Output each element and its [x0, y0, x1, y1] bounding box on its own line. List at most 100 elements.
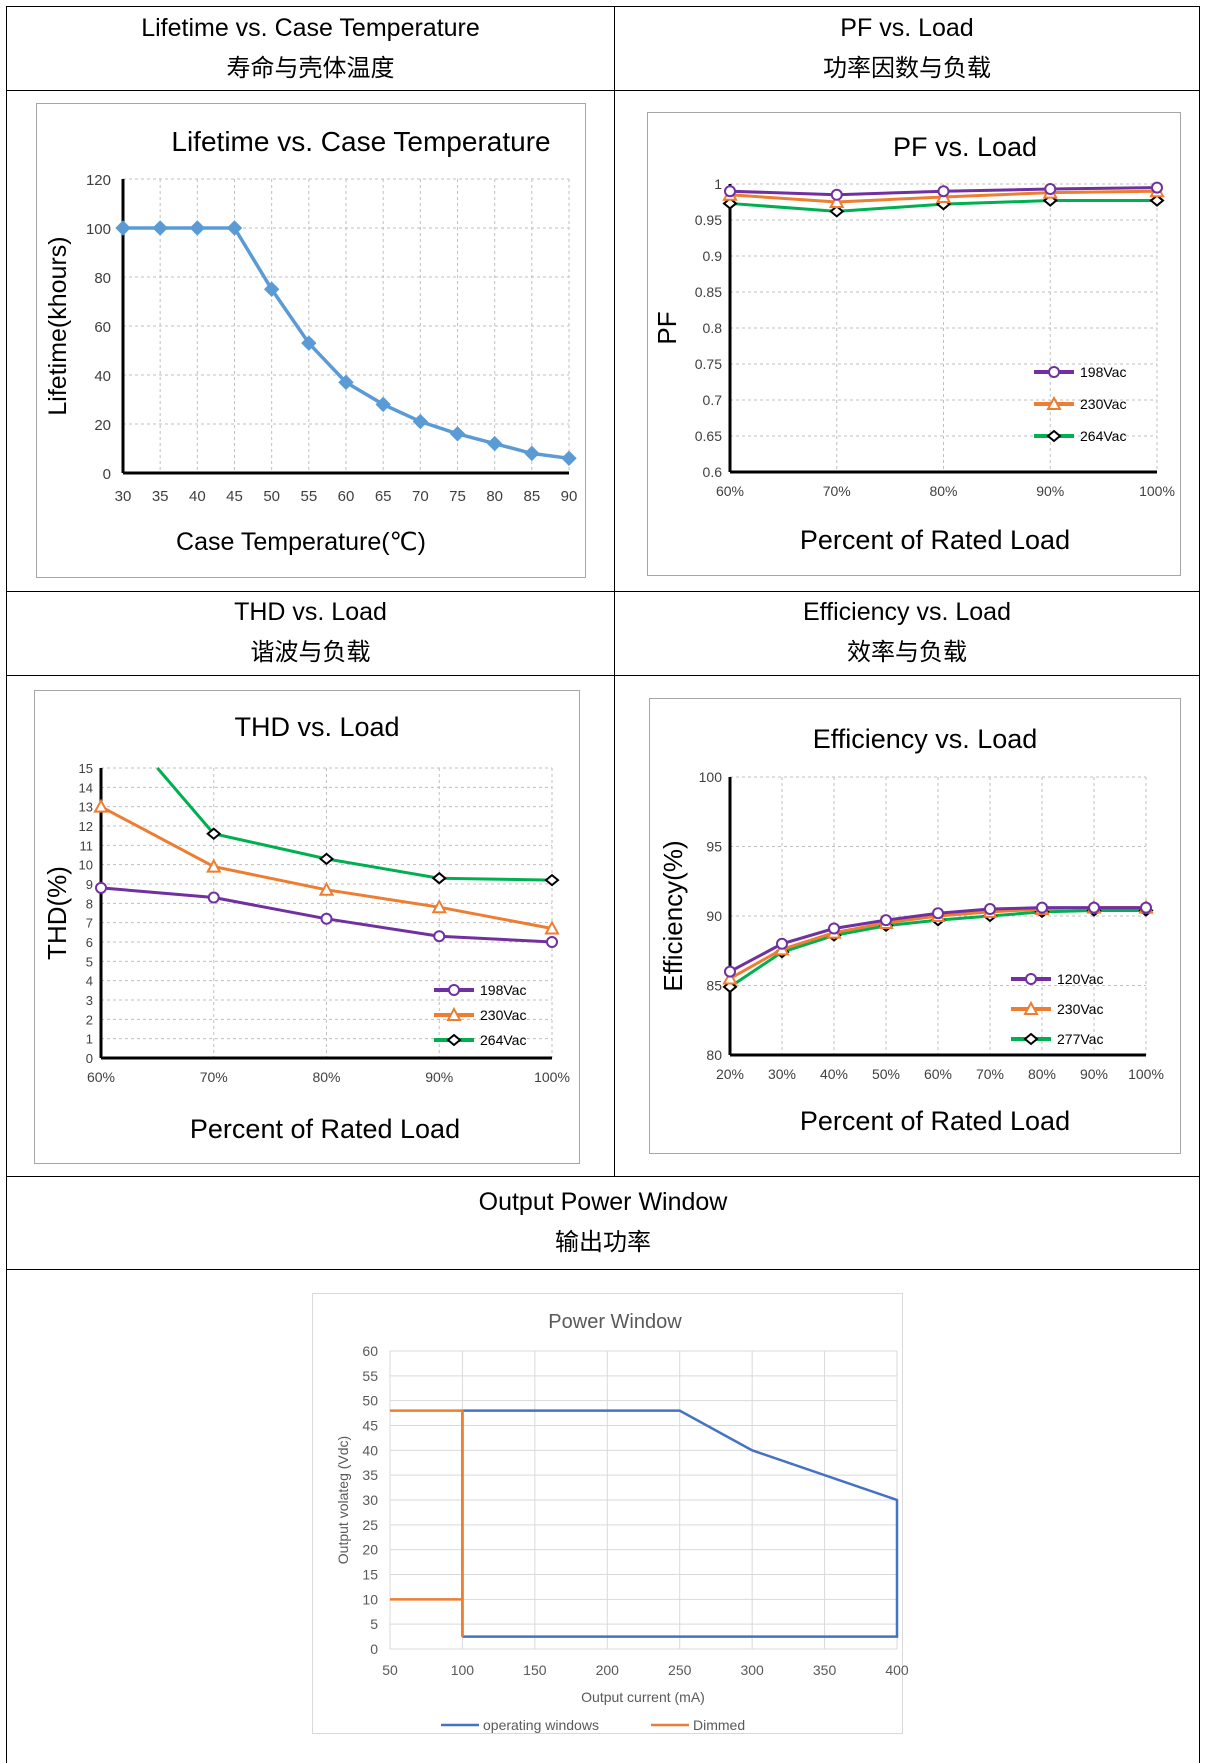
eff-header: Efficiency vs. Load 效率与负载	[615, 592, 1199, 672]
chart-frame	[649, 698, 1181, 1154]
pf-header: PF vs. Load 功率因数与负载	[615, 8, 1199, 88]
data-point-198Vac	[1151, 181, 1163, 194]
legend-marker-230Vac	[1023, 1000, 1039, 1015]
data-point-264Vac	[1149, 194, 1165, 207]
x-axis-title: Percent of Rated Load	[190, 1114, 460, 1144]
x-tick-label: 60%	[87, 1069, 115, 1085]
thd-title-cn: 谐波与负载	[250, 638, 371, 666]
y-tick-label: 1	[714, 176, 722, 192]
y-tick-label: 4	[86, 974, 93, 989]
data-point	[115, 220, 131, 236]
y-tick-label: 55	[362, 1368, 378, 1384]
legend-marker-230Vac	[446, 1006, 462, 1021]
data-point-120Vac	[828, 922, 840, 935]
y-tick-label: 3	[86, 993, 93, 1008]
x-tick-label: 45	[226, 488, 243, 505]
y-tick-label: 85	[706, 978, 722, 994]
y-tick-label: 2	[86, 1012, 93, 1027]
thd-title-en: THD vs. Load	[234, 598, 387, 626]
y-axis-title: Efficiency(%)	[658, 840, 688, 991]
y-tick-label: 0	[86, 1051, 93, 1066]
y-tick-label: 25	[362, 1517, 378, 1533]
x-axis-title: Percent of Rated Load	[800, 525, 1070, 555]
chart-title: PF vs. Load	[893, 132, 1037, 162]
y-tick-label: 6	[86, 935, 93, 950]
legend-label-198Vac: 198Vac	[480, 982, 526, 998]
x-axis-title: Output current (mA)	[581, 1689, 705, 1705]
data-point-198Vac	[433, 930, 446, 943]
data-point-230Vac	[318, 881, 335, 896]
x-tick-label: 80	[486, 488, 503, 505]
eff-title-cn: 效率与负载	[847, 638, 967, 666]
data-point-264Vac	[431, 871, 447, 885]
x-tick-label: 65	[375, 488, 392, 505]
data-point	[226, 220, 243, 236]
x-tick-label: 60%	[716, 483, 744, 499]
y-tick-label: 0	[103, 466, 111, 483]
pf-chart: 0.6 0.65 0.7 0.75 0.8 0.85 0.9 0.95 1 60% 70% 80% 90…	[647, 112, 1181, 576]
data-point	[189, 220, 206, 236]
x-axis-title: Percent of Rated Load	[800, 1106, 1070, 1136]
legend-label-230Vac: 230Vac	[480, 1007, 526, 1023]
x-tick-label: 80%	[929, 483, 957, 499]
legend-label-264Vac: 264Vac	[480, 1032, 526, 1048]
y-tick-label: 0.9	[703, 248, 723, 264]
legend-label-277Vac: 277Vac	[1057, 1031, 1103, 1047]
data-point	[486, 435, 503, 452]
y-axis-title: Lifetime(khours)	[44, 236, 72, 415]
data-point-198Vac	[320, 912, 333, 925]
y-tick-label: 0.6	[703, 464, 723, 480]
data-point	[263, 281, 280, 297]
y-tick-label: 0	[370, 1641, 378, 1657]
y-tick-label: 95	[706, 839, 722, 855]
data-point-230Vac	[722, 970, 738, 985]
lifetime-title-en: Lifetime vs. Case Temperature	[141, 14, 480, 42]
y-tick-label: 100	[699, 769, 723, 785]
legend-label-operating windows: operating windows	[483, 1717, 599, 1733]
y-tick-label: 7	[86, 916, 93, 931]
x-tick-label: 70%	[823, 483, 851, 499]
data-point	[561, 450, 577, 467]
legend-marker-264Vac	[446, 1033, 462, 1047]
x-tick-label: 20%	[716, 1066, 744, 1082]
y-tick-label: 13	[79, 800, 93, 815]
y-tick-label: 0.95	[695, 212, 722, 228]
data-point-120Vac	[724, 965, 736, 978]
power-chart: 0 5 10 15 20 25 30 35 40 45 50 55 60 50 100 150 200 250 30…	[312, 1293, 909, 1734]
thd-header: THD vs. Load 谐波与负载	[7, 592, 614, 672]
y-tick-label: 20	[94, 417, 111, 434]
legend-marker-198Vac	[448, 984, 460, 996]
chart-title: THD vs. Load	[234, 712, 399, 742]
y-tick-label: 0.8	[703, 320, 723, 336]
y-tick-label: 1	[86, 1032, 93, 1047]
data-point-230Vac	[206, 858, 222, 873]
pf-title-en: PF vs. Load	[840, 14, 974, 42]
y-tick-label: 11	[80, 838, 94, 853]
data-point	[338, 374, 354, 391]
x-tick-label: 85	[523, 488, 540, 505]
data-point-264Vac	[318, 852, 335, 866]
y-tick-label: 80	[94, 270, 111, 287]
data-point-264Vac	[829, 205, 845, 218]
data-point	[301, 335, 317, 351]
y-tick-label: 15	[79, 761, 93, 776]
x-tick-label: 50%	[872, 1066, 900, 1082]
x-tick-label: 200	[596, 1662, 620, 1678]
y-tick-label: 60	[362, 1343, 378, 1359]
x-tick-label: 100%	[534, 1069, 570, 1085]
data-point-120Vac	[1088, 901, 1100, 914]
y-tick-label: 8	[86, 896, 93, 911]
x-tick-label: 90%	[1036, 483, 1064, 499]
x-tick-label: 70%	[976, 1066, 1004, 1082]
y-tick-label: 10	[362, 1591, 378, 1607]
legend-marker-198Vac	[1048, 366, 1060, 378]
data-point-198Vac	[937, 185, 950, 198]
chart-title: Lifetime vs. Case Temperature	[171, 126, 550, 157]
lifetime-header: Lifetime vs. Case Temperature 寿命与壳体温度	[7, 8, 614, 88]
y-tick-label: 12	[79, 819, 93, 834]
x-tick-label: 80%	[1028, 1066, 1056, 1082]
y-tick-label: 5	[86, 954, 93, 969]
x-tick-label: 100	[451, 1662, 475, 1678]
x-tick-label: 400	[885, 1662, 909, 1678]
legend-marker-230Vac	[1046, 395, 1062, 410]
